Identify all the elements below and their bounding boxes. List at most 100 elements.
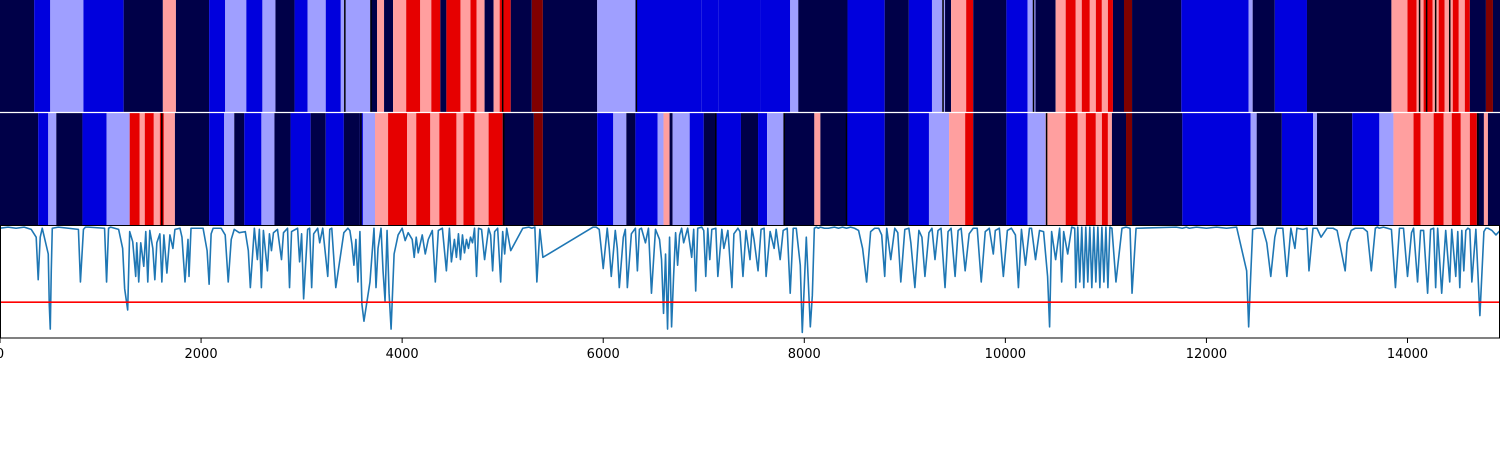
bottom-strip-cell-level-4 (416, 113, 431, 225)
top-strip-cell-level-1 (1006, 0, 1028, 112)
top-strip-cell-level-4 (1081, 0, 1090, 112)
x-tick-label: 14000 (1387, 347, 1428, 362)
bottom-strip-cell-level-1 (1006, 113, 1028, 225)
top-strip-cell-level-2 (790, 0, 799, 112)
top-strip-cell-level-3 (1444, 0, 1453, 112)
bottom-strip-cell-level-4 (1433, 113, 1444, 225)
bottom-strip-cell-level-1 (290, 113, 311, 225)
bottom-strip-cell-level-3 (1393, 113, 1414, 225)
top-strip-cell-level-1 (1274, 0, 1307, 112)
top-strip-cell-level-2 (262, 0, 276, 112)
bottom-strip-cell-level-4 (388, 113, 408, 225)
top-strip-cell-level-4 (1095, 0, 1102, 112)
top-strip-cell-level-4 (446, 0, 461, 112)
series-line (0, 226, 1500, 334)
bottom-strip-cell-level-3 (430, 113, 440, 225)
bottom-strip-cell-level-0 (234, 113, 245, 225)
top-strip-cell-level-0 (542, 0, 598, 112)
top-strip-cell-level-2 (1027, 0, 1036, 112)
x-tick-label: 8000 (788, 347, 821, 362)
bottom-strip-cell-level-3 (949, 113, 966, 225)
top-strip-cell-level-4 (1423, 0, 1433, 112)
bottom-strip-cell-level-2 (613, 113, 627, 225)
bottom-strip-cell-level-4 (439, 113, 457, 225)
top-strip-cell-level-0 (0, 0, 35, 112)
bottom-strip-cell-level-3 (375, 113, 389, 225)
bottom-strip-cell-level-0 (1111, 113, 1127, 225)
bottom-strip-cell-level-3 (1107, 113, 1112, 225)
top-strip-cell-level-4 (1464, 0, 1470, 112)
top-strip-cell-level-1 (34, 0, 51, 112)
top-strip-cell-level-0 (1252, 0, 1275, 112)
x-tick-label: 2000 (185, 347, 218, 362)
top-strip-cell-level-0 (175, 0, 210, 112)
top-strip-cell-level-5 (1123, 0, 1133, 112)
bottom-strip-cell-level-4 (1413, 113, 1421, 225)
bottom-strip-cell-level-3 (1443, 113, 1452, 225)
top-strip-cell-level-4 (1438, 0, 1445, 112)
heatmap-strip-bottom (0, 113, 1500, 225)
bottom-strip-cell-level-0 (669, 113, 673, 225)
bottom-strip-cell-level-0 (703, 113, 716, 225)
bottom-strip-cell-level-3 (1420, 113, 1434, 225)
bottom-strip-cell-level-3 (153, 113, 160, 225)
bottom-strip-cell-level-4 (1085, 113, 1096, 225)
top-strip-cell-level-0 (1132, 0, 1182, 112)
line-panel (0, 225, 1500, 339)
bottom-strip-cell-level-2 (1313, 113, 1318, 225)
bottom-strip-cell-level-1 (715, 113, 741, 225)
top-strip-cell-level-2 (307, 0, 326, 112)
bottom-strip-cell-level-3 (456, 113, 464, 225)
bottom-strip-cell-level-3 (663, 113, 670, 225)
bottom-strip-cell-level-1 (689, 113, 704, 225)
top-strip-cell-level-0 (1469, 0, 1486, 112)
top-strip-cell-level-0 (275, 0, 295, 112)
bottom-strip-cell-level-2 (767, 113, 785, 225)
bottom-strip-cell-level-0 (310, 113, 326, 225)
bottom-strip-cell-level-4 (488, 113, 503, 225)
top-strip-cell-level-4 (431, 0, 441, 112)
top-strip-cell-level-3 (1089, 0, 1096, 112)
top-strip-cell-level-1 (83, 0, 124, 112)
top-strip-cell-level-0 (370, 0, 378, 112)
bottom-strip-cell-level-1 (846, 113, 885, 225)
bottom-strip-cell-level-0 (1256, 113, 1282, 225)
top-strip-cell-level-2 (931, 0, 946, 112)
bottom-strip-cell-level-0 (343, 113, 360, 225)
bottom-strip-cell-level-4 (1469, 113, 1477, 225)
top-strip-cell-level-4 (1452, 0, 1459, 112)
top-strip-cell-level-1 (246, 0, 263, 112)
top-strip-cell-level-0 (1112, 0, 1124, 112)
top-strip-cell-level-4 (406, 0, 421, 112)
bottom-strip-cell-level-2 (657, 113, 664, 225)
top-strip-cell-level-2 (340, 0, 371, 112)
top-strip-cell-level-0 (440, 0, 447, 112)
bottom-strip-cell-level-4 (1101, 113, 1108, 225)
top-strip-cell-level-1 (209, 0, 226, 112)
top-strip-cell-level-4 (470, 0, 477, 112)
bottom-strip-cell-level-3 (1045, 113, 1066, 225)
bottom-strip-cell-level-4 (144, 113, 154, 225)
x-tick-label: 12000 (1186, 347, 1227, 362)
bottom-strip-cell-level-5 (533, 113, 543, 225)
bottom-strip-cell-level-2 (362, 113, 375, 225)
bottom-strip-cell-level-1 (38, 113, 49, 225)
heatmap-strip-top (0, 0, 1500, 112)
top-strip-cell-level-3 (393, 0, 407, 112)
top-strip-cell-level-3 (1055, 0, 1066, 112)
top-strip-cell-level-0 (1492, 0, 1500, 112)
bottom-strip-cell-level-2 (1379, 113, 1394, 225)
bottom-strip-cell-level-2 (1027, 113, 1046, 225)
top-strip-cell-level-3 (1458, 0, 1465, 112)
top-strip-cell-level-4 (499, 0, 511, 112)
top-strip-cell-level-5 (531, 0, 543, 112)
top-strip-cell-level-1 (635, 0, 702, 112)
bottom-strip-cell-level-4 (965, 113, 974, 225)
bottom-strip-cell-level-1 (635, 113, 658, 225)
top-strip-cell-level-0 (123, 0, 163, 112)
top-strip-cell-level-5 (1485, 0, 1493, 112)
top-strip-cell-level-0 (510, 0, 532, 112)
bottom-strip-cell-level-0 (820, 113, 847, 225)
bottom-strip-cell-level-0 (784, 113, 815, 225)
